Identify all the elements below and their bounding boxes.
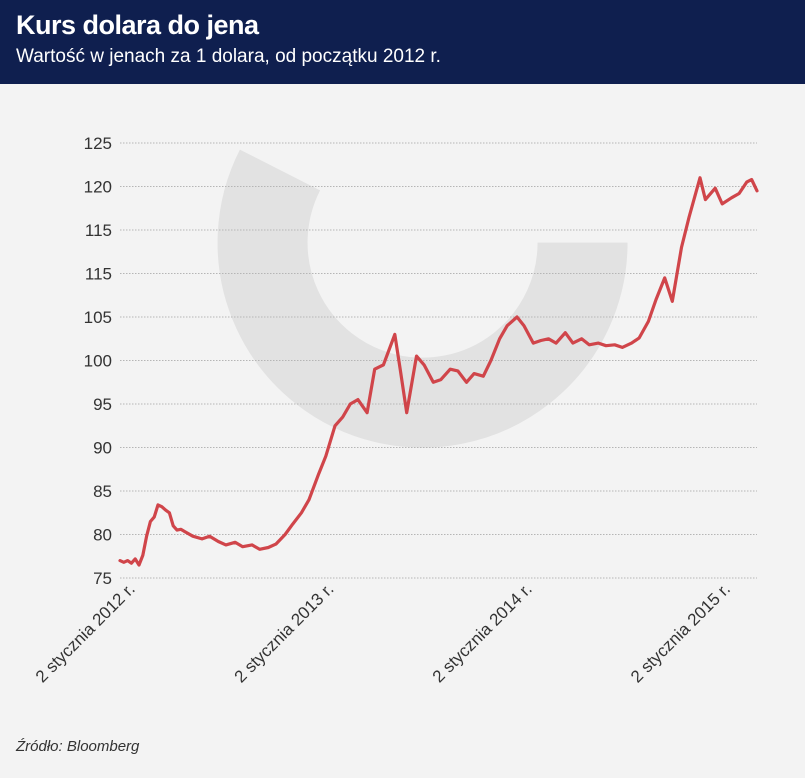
y-tick-label: 115 — [85, 221, 112, 240]
y-tick-label: 75 — [93, 569, 112, 588]
watermark-logo — [217, 149, 628, 448]
y-tick-label: 80 — [93, 526, 112, 545]
y-tick-label: 120 — [84, 178, 112, 197]
y-tick-label: 85 — [93, 482, 112, 501]
source-note: Źródło: Bloomberg — [16, 738, 140, 755]
x-tick-label: 2 stycznia 2015 r. — [627, 579, 734, 686]
chart-title: Kurs dolara do jena — [16, 10, 259, 40]
y-tick-label: 105 — [84, 308, 112, 327]
y-axis: 125 120 115 115 105 100 95 90 85 80 75 — [84, 134, 112, 588]
x-tick-label: 2 stycznia 2012 r. — [32, 579, 139, 686]
x-tick-label: 2 stycznia 2014 r. — [429, 579, 536, 686]
x-axis: 2 stycznia 2012 r. 2 stycznia 2013 r. 2 st… — [32, 579, 734, 686]
y-tick-label: 90 — [93, 439, 112, 458]
y-tick-label: 125 — [84, 134, 112, 153]
y-tick-label: 115 — [85, 265, 112, 284]
series-line — [118, 176, 759, 567]
watermark-arc — [217, 149, 628, 448]
chart-subtitle: Wartość w jenach za 1 dolara, od początk… — [16, 46, 441, 67]
x-tick-label: 2 stycznia 2013 r. — [231, 579, 338, 686]
y-tick-label: 100 — [84, 352, 112, 371]
y-tick-label: 95 — [93, 395, 112, 414]
grid — [120, 142, 757, 579]
header: Kurs dolara do jena Wartość w jenach za … — [0, 0, 805, 84]
